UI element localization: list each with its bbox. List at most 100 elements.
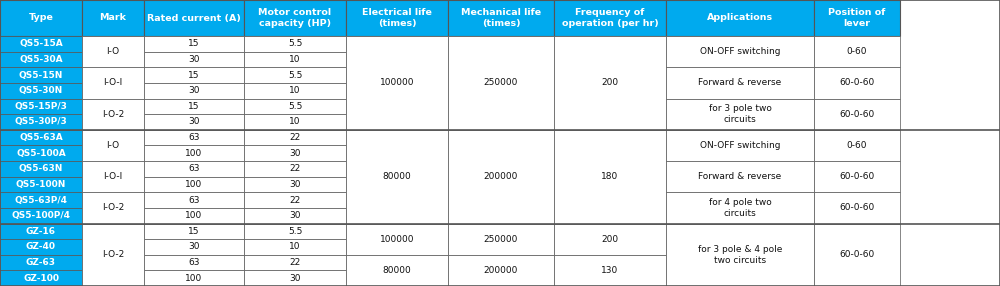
Text: 100: 100 bbox=[185, 149, 203, 158]
Text: QS5-63P/4: QS5-63P/4 bbox=[14, 196, 68, 204]
Bar bbox=[0, 239, 82, 255]
Text: 100: 100 bbox=[185, 211, 203, 220]
Text: 200: 200 bbox=[601, 78, 619, 88]
Bar bbox=[244, 36, 346, 52]
Bar bbox=[82, 0, 144, 36]
Text: 30: 30 bbox=[188, 243, 200, 251]
Text: Frequency of
operation (per hr): Frequency of operation (per hr) bbox=[562, 8, 658, 28]
Text: Position of
lever: Position of lever bbox=[828, 8, 886, 28]
Bar bbox=[448, 0, 554, 36]
Text: 200000: 200000 bbox=[484, 172, 518, 181]
Bar bbox=[244, 270, 346, 286]
Text: 5.5: 5.5 bbox=[288, 39, 302, 48]
Bar bbox=[666, 223, 814, 286]
Bar bbox=[666, 192, 814, 223]
Text: QS5-15N: QS5-15N bbox=[19, 71, 63, 80]
Text: I-O-2: I-O-2 bbox=[102, 203, 124, 212]
Bar bbox=[82, 130, 144, 161]
Text: 80000: 80000 bbox=[383, 172, 411, 181]
Text: Rated current (A): Rated current (A) bbox=[147, 13, 241, 23]
Bar bbox=[144, 161, 244, 177]
Bar bbox=[814, 36, 900, 67]
Bar bbox=[244, 114, 346, 130]
Bar bbox=[0, 98, 82, 114]
Text: I-O: I-O bbox=[106, 47, 120, 56]
Text: 10: 10 bbox=[289, 243, 301, 251]
Bar bbox=[144, 67, 244, 83]
Bar bbox=[244, 52, 346, 67]
Text: I-O-2: I-O-2 bbox=[102, 250, 124, 259]
Text: 22: 22 bbox=[289, 133, 301, 142]
Text: Forward & reverse: Forward & reverse bbox=[698, 78, 782, 88]
Text: QS5-15A: QS5-15A bbox=[19, 39, 63, 48]
Bar bbox=[144, 114, 244, 130]
Bar bbox=[814, 161, 900, 192]
Text: 100000: 100000 bbox=[380, 235, 414, 244]
Bar bbox=[346, 255, 448, 286]
Text: ON-OFF switching: ON-OFF switching bbox=[700, 47, 780, 56]
Text: 30: 30 bbox=[188, 118, 200, 126]
Text: GZ-100: GZ-100 bbox=[23, 274, 59, 283]
Bar bbox=[144, 98, 244, 114]
Bar bbox=[0, 270, 82, 286]
Bar bbox=[666, 0, 814, 36]
Bar bbox=[346, 223, 448, 255]
Text: 15: 15 bbox=[188, 227, 200, 236]
Bar bbox=[144, 223, 244, 239]
Text: 60-0-60: 60-0-60 bbox=[839, 203, 875, 212]
Bar bbox=[666, 130, 814, 161]
Text: 60-0-60: 60-0-60 bbox=[839, 172, 875, 181]
Bar bbox=[144, 52, 244, 67]
Text: 100: 100 bbox=[185, 180, 203, 189]
Bar bbox=[0, 255, 82, 270]
Bar bbox=[244, 208, 346, 223]
Text: 10: 10 bbox=[289, 86, 301, 95]
Text: QS5-100P/4: QS5-100P/4 bbox=[12, 211, 70, 220]
Text: QS5-30P/3: QS5-30P/3 bbox=[15, 118, 67, 126]
Text: Mark: Mark bbox=[100, 13, 126, 23]
Bar bbox=[346, 130, 448, 223]
Text: 60-0-60: 60-0-60 bbox=[839, 250, 875, 259]
Text: 10: 10 bbox=[289, 55, 301, 64]
Bar bbox=[0, 130, 82, 145]
Text: QS5-100A: QS5-100A bbox=[16, 149, 66, 158]
Text: QS5-30A: QS5-30A bbox=[19, 55, 63, 64]
Bar bbox=[814, 192, 900, 223]
Bar bbox=[144, 239, 244, 255]
Bar bbox=[814, 67, 900, 98]
Bar bbox=[448, 255, 554, 286]
Text: GZ-63: GZ-63 bbox=[26, 258, 56, 267]
Bar bbox=[0, 192, 82, 208]
Bar bbox=[554, 130, 666, 223]
Text: 200: 200 bbox=[601, 235, 619, 244]
Bar bbox=[82, 36, 144, 67]
Bar bbox=[144, 36, 244, 52]
Bar bbox=[244, 67, 346, 83]
Bar bbox=[814, 130, 900, 161]
Bar bbox=[144, 270, 244, 286]
Bar bbox=[554, 223, 666, 255]
Text: for 4 pole two
circuits: for 4 pole two circuits bbox=[709, 198, 771, 218]
Bar bbox=[666, 67, 814, 98]
Text: 130: 130 bbox=[601, 266, 619, 275]
Text: 30: 30 bbox=[188, 55, 200, 64]
Text: QS5-30N: QS5-30N bbox=[19, 86, 63, 95]
Text: for 3 pole two
circuits: for 3 pole two circuits bbox=[709, 104, 771, 124]
Bar bbox=[144, 177, 244, 192]
Bar bbox=[814, 223, 900, 286]
Bar bbox=[82, 67, 144, 98]
Text: 10: 10 bbox=[289, 118, 301, 126]
Bar bbox=[144, 83, 244, 98]
Text: 63: 63 bbox=[188, 258, 200, 267]
Bar bbox=[0, 67, 82, 83]
Bar bbox=[144, 192, 244, 208]
Text: 100: 100 bbox=[185, 274, 203, 283]
Bar bbox=[554, 0, 666, 36]
Bar bbox=[0, 177, 82, 192]
Text: 60-0-60: 60-0-60 bbox=[839, 78, 875, 88]
Bar bbox=[666, 98, 814, 130]
Bar bbox=[244, 239, 346, 255]
Bar bbox=[0, 36, 82, 52]
Text: 200000: 200000 bbox=[484, 266, 518, 275]
Text: for 3 pole & 4 pole
two circuits: for 3 pole & 4 pole two circuits bbox=[698, 245, 782, 265]
